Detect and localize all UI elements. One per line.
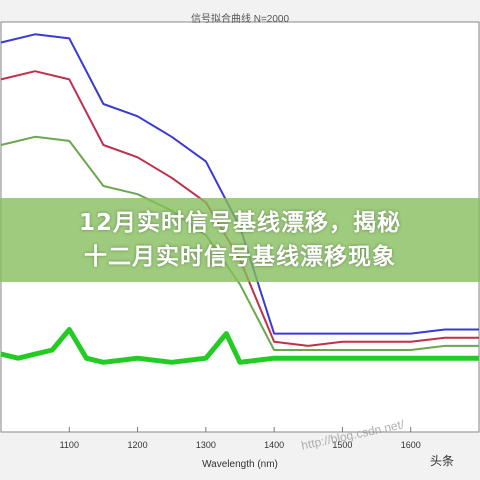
x-tick-label: 1500 bbox=[332, 440, 352, 450]
x-tick-label: 1300 bbox=[196, 440, 216, 450]
x-tick-label: 1200 bbox=[128, 440, 148, 450]
series-line-4 bbox=[0, 327, 479, 365]
x-tick-label: 1100 bbox=[60, 440, 79, 450]
series-line-3 bbox=[0, 135, 479, 351]
x-tick-label: 1600 bbox=[401, 440, 421, 450]
x-axis-label: Wavelength (nm) bbox=[202, 459, 278, 470]
x-tick-label: 1400 bbox=[264, 440, 284, 450]
x-axis: 1100 1200 1300 1400 1500 1600 bbox=[60, 427, 421, 450]
headline-line-2: 十二月实时信号基线漂移现象 bbox=[84, 244, 396, 270]
headline-line-1: 12月实时信号基线漂移，揭秘 bbox=[78, 210, 401, 236]
chart-title: 信号拟合曲线 N=2000 bbox=[190, 14, 290, 25]
watermark-brand: 头条 bbox=[430, 454, 455, 468]
headline-banner: 12月实时信号基线漂移，揭秘 十二月实时信号基线漂移现象 bbox=[0, 198, 480, 282]
